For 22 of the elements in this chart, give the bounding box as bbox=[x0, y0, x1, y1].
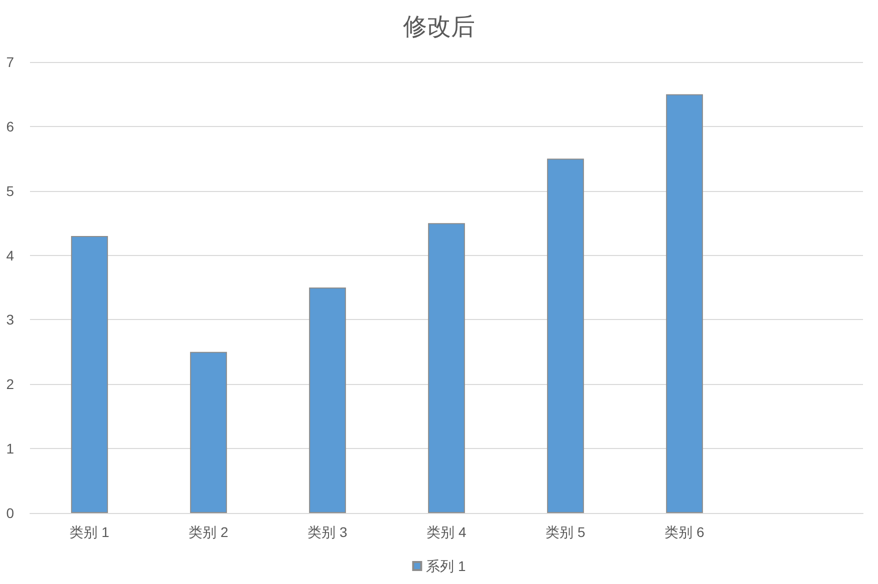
y-tick-label: 2 bbox=[6, 376, 14, 392]
bar bbox=[428, 223, 465, 513]
x-tick-label: 类别 3 bbox=[308, 524, 348, 540]
bar bbox=[309, 288, 346, 513]
y-tick-label: 0 bbox=[6, 505, 14, 521]
y-tick-label: 5 bbox=[6, 182, 14, 199]
bar bbox=[190, 352, 227, 513]
x-tick-label: 类别 1 bbox=[70, 524, 110, 540]
legend-label: 系列 1 bbox=[426, 558, 466, 574]
x-tick-label: 类别 4 bbox=[426, 524, 467, 540]
bar bbox=[666, 94, 703, 513]
chart-title: 修改后 bbox=[403, 14, 475, 40]
y-tick-label: 3 bbox=[6, 312, 14, 328]
y-tick-label: 7 bbox=[6, 54, 14, 70]
bar bbox=[71, 236, 108, 513]
x-tick-label: 类别 2 bbox=[188, 524, 229, 540]
y-tick-label: 6 bbox=[6, 118, 14, 134]
x-tick-label: 类别 5 bbox=[546, 524, 586, 540]
y-tick-label: 1 bbox=[6, 440, 14, 457]
y-tick-label: 4 bbox=[6, 247, 14, 264]
bar bbox=[547, 158, 584, 513]
x-tick-label: 类别 6 bbox=[664, 524, 705, 540]
